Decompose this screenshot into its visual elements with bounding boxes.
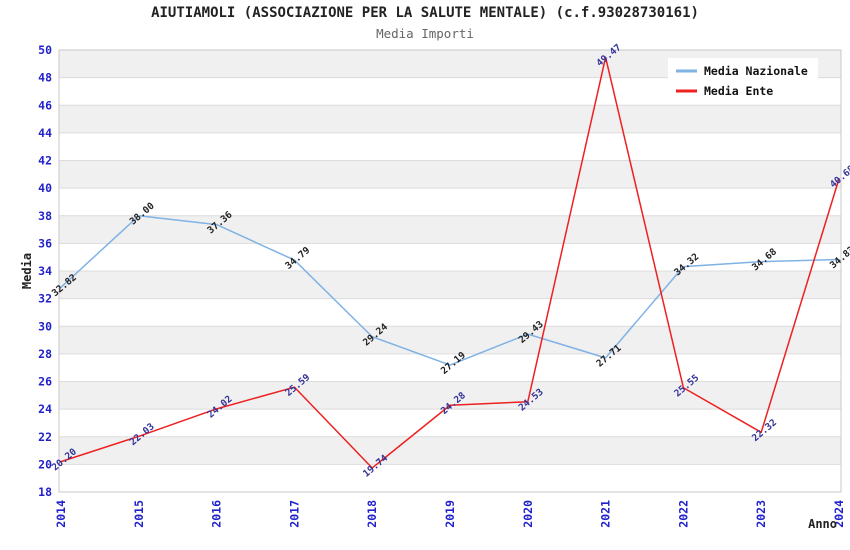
x-tick-label: 2014: [54, 500, 68, 528]
y-tick-label: 24: [38, 402, 52, 416]
plot-stripe: [59, 243, 841, 271]
chart-title: AIUTIAMOLI (ASSOCIAZIONE PER LA SALUTE M…: [151, 5, 699, 21]
x-tick-label: 2018: [365, 500, 379, 528]
y-tick-label: 46: [38, 98, 52, 112]
plot-stripe: [59, 464, 841, 492]
y-tick-label: 30: [38, 319, 52, 333]
legend-label: Media Ente: [704, 84, 773, 98]
plot-stripe: [59, 436, 841, 465]
plot-stripe: [59, 271, 841, 299]
y-tick-label: 28: [38, 347, 52, 361]
y-tick-label: 18: [38, 485, 52, 499]
x-tick-label: 2023: [754, 500, 768, 528]
x-tick-label: 2020: [521, 500, 535, 528]
x-tick-label: 2024: [832, 500, 846, 528]
y-tick-label: 36: [38, 236, 52, 250]
y-tick-label: 48: [38, 71, 52, 85]
y-tick-label: 22: [38, 430, 52, 444]
plot-stripe: [59, 188, 841, 216]
x-tick-label: 2017: [287, 500, 301, 528]
plot-stripe: [59, 353, 841, 382]
y-tick-label: 38: [38, 209, 52, 223]
y-tick-label: 26: [38, 375, 52, 389]
y-tick-label: 20: [38, 457, 52, 471]
plot-stripe: [59, 298, 841, 327]
plot-stripe: [59, 132, 841, 161]
y-tick-label: 34: [38, 264, 52, 278]
y-tick-label: 42: [38, 154, 52, 168]
plot-stripe: [59, 326, 841, 354]
plot-border: [58, 49, 842, 493]
y-axis-title: Media: [20, 253, 34, 289]
x-tick-label: 2019: [443, 500, 457, 528]
y-tick-label: 32: [38, 292, 52, 306]
x-tick-label: 2021: [599, 500, 613, 528]
plot-stripe: [59, 215, 841, 244]
y-tick-label: 44: [38, 126, 52, 140]
legend-box: [668, 58, 818, 102]
x-tick-label: 2016: [210, 500, 224, 528]
plot-stripe: [59, 409, 841, 437]
series-line-media-ente: [60, 56, 840, 469]
plot-stripe: [59, 105, 841, 133]
legend-label: Media Nazionale: [704, 64, 808, 78]
chart-subtitle: Media Importi: [376, 26, 474, 41]
x-tick-label: 2015: [132, 500, 146, 528]
x-tick-label: 2022: [676, 500, 690, 528]
y-tick-label: 50: [38, 43, 52, 57]
y-tick-label: 40: [38, 181, 52, 195]
x-axis-title: Anno: [808, 517, 837, 531]
series-line-media-nazionale: [60, 215, 840, 366]
plot-stripe: [59, 160, 841, 189]
